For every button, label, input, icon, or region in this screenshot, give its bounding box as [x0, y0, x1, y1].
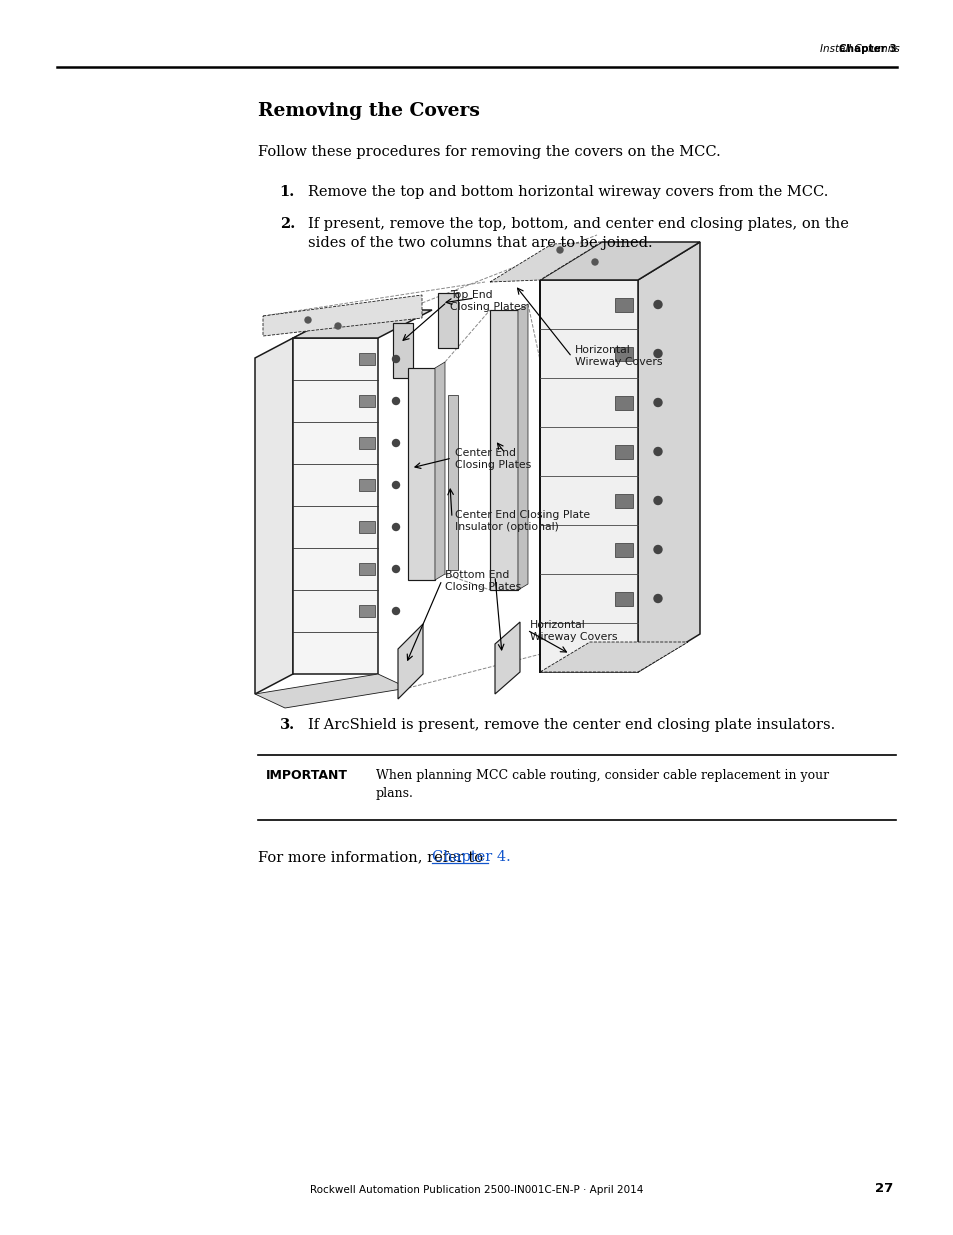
Circle shape: [654, 546, 661, 553]
Polygon shape: [358, 353, 375, 366]
Text: 2.: 2.: [279, 217, 294, 231]
Polygon shape: [358, 437, 375, 450]
Polygon shape: [517, 304, 527, 590]
Text: If present, remove the top, bottom, and center end closing plates, on the: If present, remove the top, bottom, and …: [308, 217, 848, 231]
Polygon shape: [638, 242, 700, 672]
Text: When planning MCC cable routing, consider cable replacement in your: When planning MCC cable routing, conside…: [375, 769, 828, 782]
Text: Bottom End
Closing Plates: Bottom End Closing Plates: [444, 571, 520, 593]
Polygon shape: [615, 347, 633, 361]
Polygon shape: [448, 395, 457, 571]
Text: Remove the top and bottom horizontal wireway covers from the MCC.: Remove the top and bottom horizontal wir…: [308, 185, 827, 199]
Polygon shape: [293, 310, 347, 674]
Polygon shape: [615, 542, 633, 557]
Text: 3.: 3.: [279, 718, 294, 732]
Circle shape: [392, 482, 399, 489]
Polygon shape: [615, 445, 633, 458]
Polygon shape: [539, 280, 638, 672]
Circle shape: [654, 496, 661, 505]
Text: Follow these procedures for removing the covers on the MCC.: Follow these procedures for removing the…: [257, 144, 720, 159]
Polygon shape: [358, 479, 375, 492]
Polygon shape: [490, 310, 517, 590]
Polygon shape: [358, 563, 375, 576]
Text: Removing the Covers: Removing the Covers: [257, 103, 479, 120]
Polygon shape: [393, 324, 413, 378]
Circle shape: [392, 356, 399, 363]
Circle shape: [654, 399, 661, 406]
Polygon shape: [615, 298, 633, 311]
Circle shape: [392, 440, 399, 447]
Polygon shape: [539, 242, 700, 280]
Circle shape: [392, 524, 399, 531]
Polygon shape: [615, 395, 633, 410]
Polygon shape: [615, 494, 633, 508]
Circle shape: [335, 324, 340, 329]
Circle shape: [654, 447, 661, 456]
Text: Chapter 4.: Chapter 4.: [432, 850, 510, 864]
Polygon shape: [358, 395, 375, 408]
Text: Horizontal
Wireway Covers: Horizontal Wireway Covers: [530, 620, 617, 642]
Text: Top End
Closing Plates: Top End Closing Plates: [450, 290, 526, 312]
Polygon shape: [437, 293, 457, 348]
Circle shape: [654, 350, 661, 357]
Text: Center End
Closing Plates: Center End Closing Plates: [455, 448, 531, 471]
Text: sides of the two columns that are to be joined.: sides of the two columns that are to be …: [308, 236, 652, 249]
Text: 27: 27: [874, 1182, 892, 1195]
Circle shape: [305, 317, 311, 324]
Text: IMPORTANT: IMPORTANT: [266, 769, 348, 782]
Polygon shape: [495, 622, 519, 694]
Circle shape: [654, 594, 661, 603]
Polygon shape: [539, 642, 687, 672]
Circle shape: [392, 608, 399, 615]
Text: Install Columns: Install Columns: [820, 44, 899, 54]
Text: Chapter 3: Chapter 3: [839, 44, 896, 54]
Circle shape: [392, 398, 399, 405]
Polygon shape: [435, 362, 444, 580]
Polygon shape: [263, 295, 421, 336]
Text: For more information, refer to: For more information, refer to: [257, 850, 487, 864]
Polygon shape: [615, 592, 633, 605]
Polygon shape: [490, 242, 601, 282]
Text: Center End Closing Plate
Insulator (optional): Center End Closing Plate Insulator (opti…: [455, 510, 590, 532]
Circle shape: [392, 566, 399, 573]
Text: If ArcShield is present, remove the center end closing plate insulators.: If ArcShield is present, remove the cent…: [308, 718, 835, 732]
Polygon shape: [358, 521, 375, 534]
Text: plans.: plans.: [375, 787, 414, 800]
Polygon shape: [358, 605, 375, 618]
Polygon shape: [293, 310, 432, 338]
Circle shape: [557, 247, 562, 253]
Text: Horizontal
Wireway Covers: Horizontal Wireway Covers: [575, 345, 661, 367]
Polygon shape: [397, 624, 422, 699]
Polygon shape: [254, 674, 408, 708]
Polygon shape: [408, 368, 435, 580]
Text: Rockwell Automation Publication 2500-IN001C-EN-P · April 2014: Rockwell Automation Publication 2500-IN0…: [310, 1186, 643, 1195]
Text: 1.: 1.: [279, 185, 294, 199]
Circle shape: [592, 259, 598, 266]
Polygon shape: [254, 338, 293, 694]
Polygon shape: [293, 338, 377, 674]
Circle shape: [654, 300, 661, 309]
